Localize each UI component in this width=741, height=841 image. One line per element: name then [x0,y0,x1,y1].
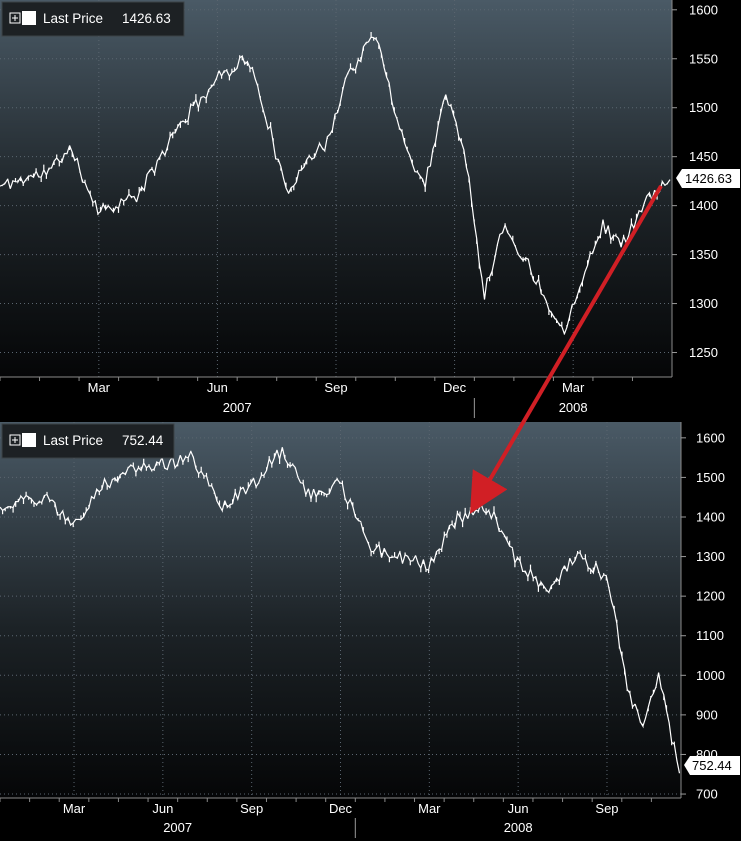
top-ytick-label: 1600 [689,2,718,17]
top-year-label: 2007 [223,400,252,415]
legend-swatch-icon [22,433,36,447]
bottom-legend-value: 752.44 [122,433,164,448]
bot-ytick-label: 1200 [696,589,725,604]
top-gridlines [0,0,672,377]
bot-year-label: 2008 [504,820,533,835]
bottom-x-axis: Mar Jun Sep Dec Mar Jun Sep 2007 2008 [0,798,652,838]
top-ytick-label: 1500 [689,100,718,115]
top-legend-label: Last Price [43,11,103,26]
bot-ytick-label: 1400 [696,509,725,524]
bottom-legend: Last Price 752.44 [1,423,175,459]
bot-ytick-label: 1000 [696,668,725,683]
top-legend-value: 1426.63 [122,11,171,26]
top-ytick-label: 1300 [689,296,718,311]
top-ytick-label: 1400 [689,198,718,213]
bottom-gridlines [0,422,681,798]
bot-ytick-label: 1100 [696,628,724,643]
top-last-value-text: 1426.63 [685,171,732,186]
bottom-legend-label: Last Price [43,433,103,448]
top-month-tick-label: Mar [88,380,111,395]
bottom-last-value-text: 752.44 [692,758,732,773]
top-price-line [0,32,671,335]
top-ytick-label: 1450 [689,149,718,164]
bot-month-tick-label: Sep [240,801,263,816]
bot-month-tick-label: Mar [418,801,441,816]
bottom-price-line [0,447,681,774]
top-month-tick-label: Jun [207,380,228,395]
expand-icon-plus [12,437,18,443]
top-x-axis: Mar Jun Sep Dec Mar 2007 2008 [0,377,633,418]
bot-month-tick-label: Jun [152,801,173,816]
bot-ytick-label: 700 [696,787,718,802]
bot-year-label: 2007 [163,820,192,835]
legend-swatch-icon [22,11,36,25]
top-ytick-label: 1550 [689,51,718,66]
bot-ytick-label: 1600 [696,430,725,445]
top-legend: Last Price 1426.63 [1,1,185,37]
bot-ytick-label: 1300 [696,549,725,564]
bottom-last-value-label: 752.44 [684,756,740,775]
bot-month-tick-label: Mar [63,801,86,816]
top-month-tick-label: Mar [562,380,585,395]
top-year-label: 2008 [559,400,588,415]
red-annotation-arrow [469,184,663,514]
bot-ytick-label: 1500 [696,470,725,485]
top-ytick-label: 1350 [689,247,718,262]
top-panel: 1600 1550 1500 1450 1400 1350 1300 1250 Mar Jun S… [0,0,740,418]
top-last-value-label: 1426.63 [676,169,740,188]
bot-month-tick-label: Jun [508,801,529,816]
top-month-tick-label: Dec [443,380,467,395]
bot-month-tick-label: Dec [329,801,353,816]
bot-ytick-label: 900 [696,707,718,722]
expand-icon-plus [12,15,18,21]
expand-icon[interactable] [9,434,21,446]
bot-month-tick-label: Sep [595,801,618,816]
top-month-tick-label: Sep [324,380,347,395]
top-ytick-label: 1250 [689,345,718,360]
top-y-axis: 1600 1550 1500 1450 1400 1350 1300 1250 [672,2,718,360]
expand-icon[interactable] [9,12,21,24]
